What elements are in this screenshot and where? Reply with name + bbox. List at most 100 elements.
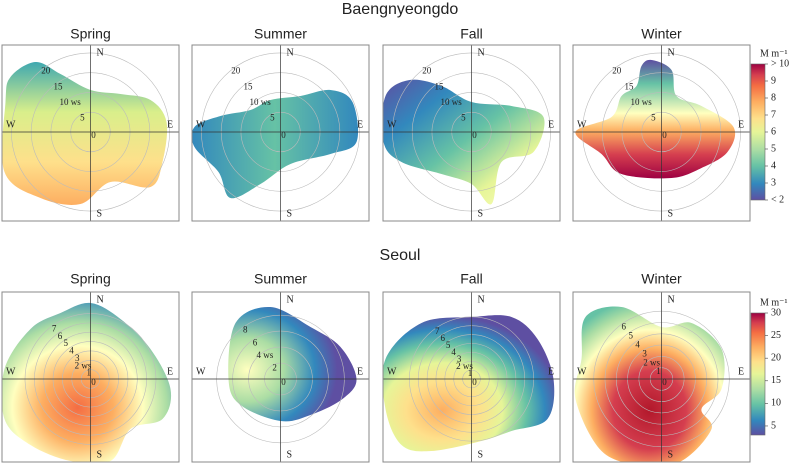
ring-label: 10 ws xyxy=(631,97,653,107)
concentration-surface xyxy=(192,89,359,199)
dir-e: E xyxy=(357,366,363,377)
ring-label: 1 xyxy=(86,368,91,378)
dir-n: N xyxy=(668,47,675,58)
ring-label: 2 xyxy=(272,362,277,372)
dir-e: E xyxy=(357,119,363,130)
concentration-surface xyxy=(2,302,172,462)
panel-title: Winter xyxy=(641,271,682,287)
dir-w: W xyxy=(196,119,206,130)
dir-e: E xyxy=(167,119,173,130)
colorbar-tick-label: 15 xyxy=(771,375,781,386)
ring-label: 3 xyxy=(457,354,462,364)
ring-label: 0 xyxy=(662,377,667,387)
polar-plot: 02 4 ws 68 xyxy=(192,292,369,462)
panel-frame xyxy=(382,291,561,463)
ring-label: 10 ws xyxy=(441,97,463,107)
dir-e: E xyxy=(738,366,744,377)
ring-label: 5 xyxy=(80,112,85,122)
dir-s: S xyxy=(287,449,293,460)
colorbar-tick-label: 8 xyxy=(771,92,776,103)
ring-label: 5 xyxy=(461,112,466,122)
concentration-surface xyxy=(574,306,725,462)
ring-label: 20 xyxy=(41,66,51,76)
dir-n: N xyxy=(97,47,104,58)
row-title: Seoul xyxy=(380,247,421,264)
colorbar-tick-label: 4 xyxy=(771,160,776,171)
ring-label: 5 xyxy=(270,112,275,122)
dir-s: S xyxy=(478,208,484,219)
panel-title: Summer xyxy=(254,271,307,287)
ring-label: 2 ws xyxy=(643,357,660,367)
panel-title: Winter xyxy=(641,26,682,42)
colorbar-tick-label: > 10 xyxy=(771,58,789,69)
ring-label: 0 xyxy=(91,130,96,140)
panel-frame xyxy=(191,291,370,463)
colorbar-tick-label: 5 xyxy=(771,143,776,154)
dir-s: S xyxy=(287,208,293,219)
panel-title: Fall xyxy=(460,271,483,287)
ring-label: 15 xyxy=(434,81,444,91)
dir-s: S xyxy=(668,208,674,219)
panel-frame xyxy=(1,44,180,222)
ring-label: 1 xyxy=(656,366,661,376)
ring-label: 10 ws xyxy=(60,97,82,107)
dir-n: N xyxy=(287,294,294,305)
dir-w: W xyxy=(387,119,397,130)
colorbar-unit: M m⁻¹ xyxy=(760,297,787,308)
ring-label: 20 xyxy=(231,66,241,76)
dir-w: W xyxy=(6,366,16,377)
colorbar-tick-label: 30 xyxy=(771,307,781,318)
ring-label: 15 xyxy=(624,81,634,91)
colorbar-tick-label: 3 xyxy=(771,177,776,188)
ring-label: 4 xyxy=(635,339,640,349)
ring-label: 5 xyxy=(446,340,451,350)
ring-label: 5 xyxy=(628,331,633,341)
dir-e: E xyxy=(738,119,744,130)
colorbar xyxy=(750,312,766,436)
concentration-surface xyxy=(2,61,168,205)
ring-label: 2 ws xyxy=(75,360,92,370)
dir-w: W xyxy=(196,366,206,377)
dir-n: N xyxy=(478,294,485,305)
dir-s: S xyxy=(97,208,103,219)
ring-label: 20 xyxy=(612,66,622,76)
dir-n: N xyxy=(668,294,675,305)
dir-w: W xyxy=(6,119,16,130)
dir-n: N xyxy=(287,47,294,58)
concentration-surface xyxy=(383,315,555,452)
dir-e: E xyxy=(167,366,173,377)
colorbar-tick-label: 9 xyxy=(771,75,776,86)
colorbar-tick-label: 25 xyxy=(771,330,781,341)
dir-s: S xyxy=(668,449,674,460)
ring-label: 5 xyxy=(63,338,68,348)
dir-w: W xyxy=(387,366,397,377)
dir-s: S xyxy=(478,449,484,460)
ring-label: 0 xyxy=(91,377,96,387)
panel-frame xyxy=(191,44,370,222)
ring-label: 0 xyxy=(472,377,477,387)
panel-frame xyxy=(572,291,751,463)
ring-label: 15 xyxy=(53,81,63,91)
panel-frame xyxy=(572,44,751,222)
colorbar xyxy=(750,63,766,201)
ring-label: 7 xyxy=(435,326,440,336)
ring-label: 20 xyxy=(422,66,432,76)
colorbar-tick-label: 6 xyxy=(771,126,776,137)
colorbar-tick-label: 5 xyxy=(771,420,776,431)
ring-label: 15 xyxy=(243,81,253,91)
ring-label: 6 xyxy=(58,331,63,341)
ring-label: 5 xyxy=(651,112,656,122)
dir-s: S xyxy=(97,449,103,460)
panel-frame xyxy=(382,44,561,222)
panel-title: Summer xyxy=(254,26,307,42)
panel-frame xyxy=(1,291,180,463)
panel-title: Fall xyxy=(460,26,483,42)
ring-label: 0 xyxy=(472,130,477,140)
dir-n: N xyxy=(97,294,104,305)
ring-label: 4 xyxy=(451,347,456,357)
